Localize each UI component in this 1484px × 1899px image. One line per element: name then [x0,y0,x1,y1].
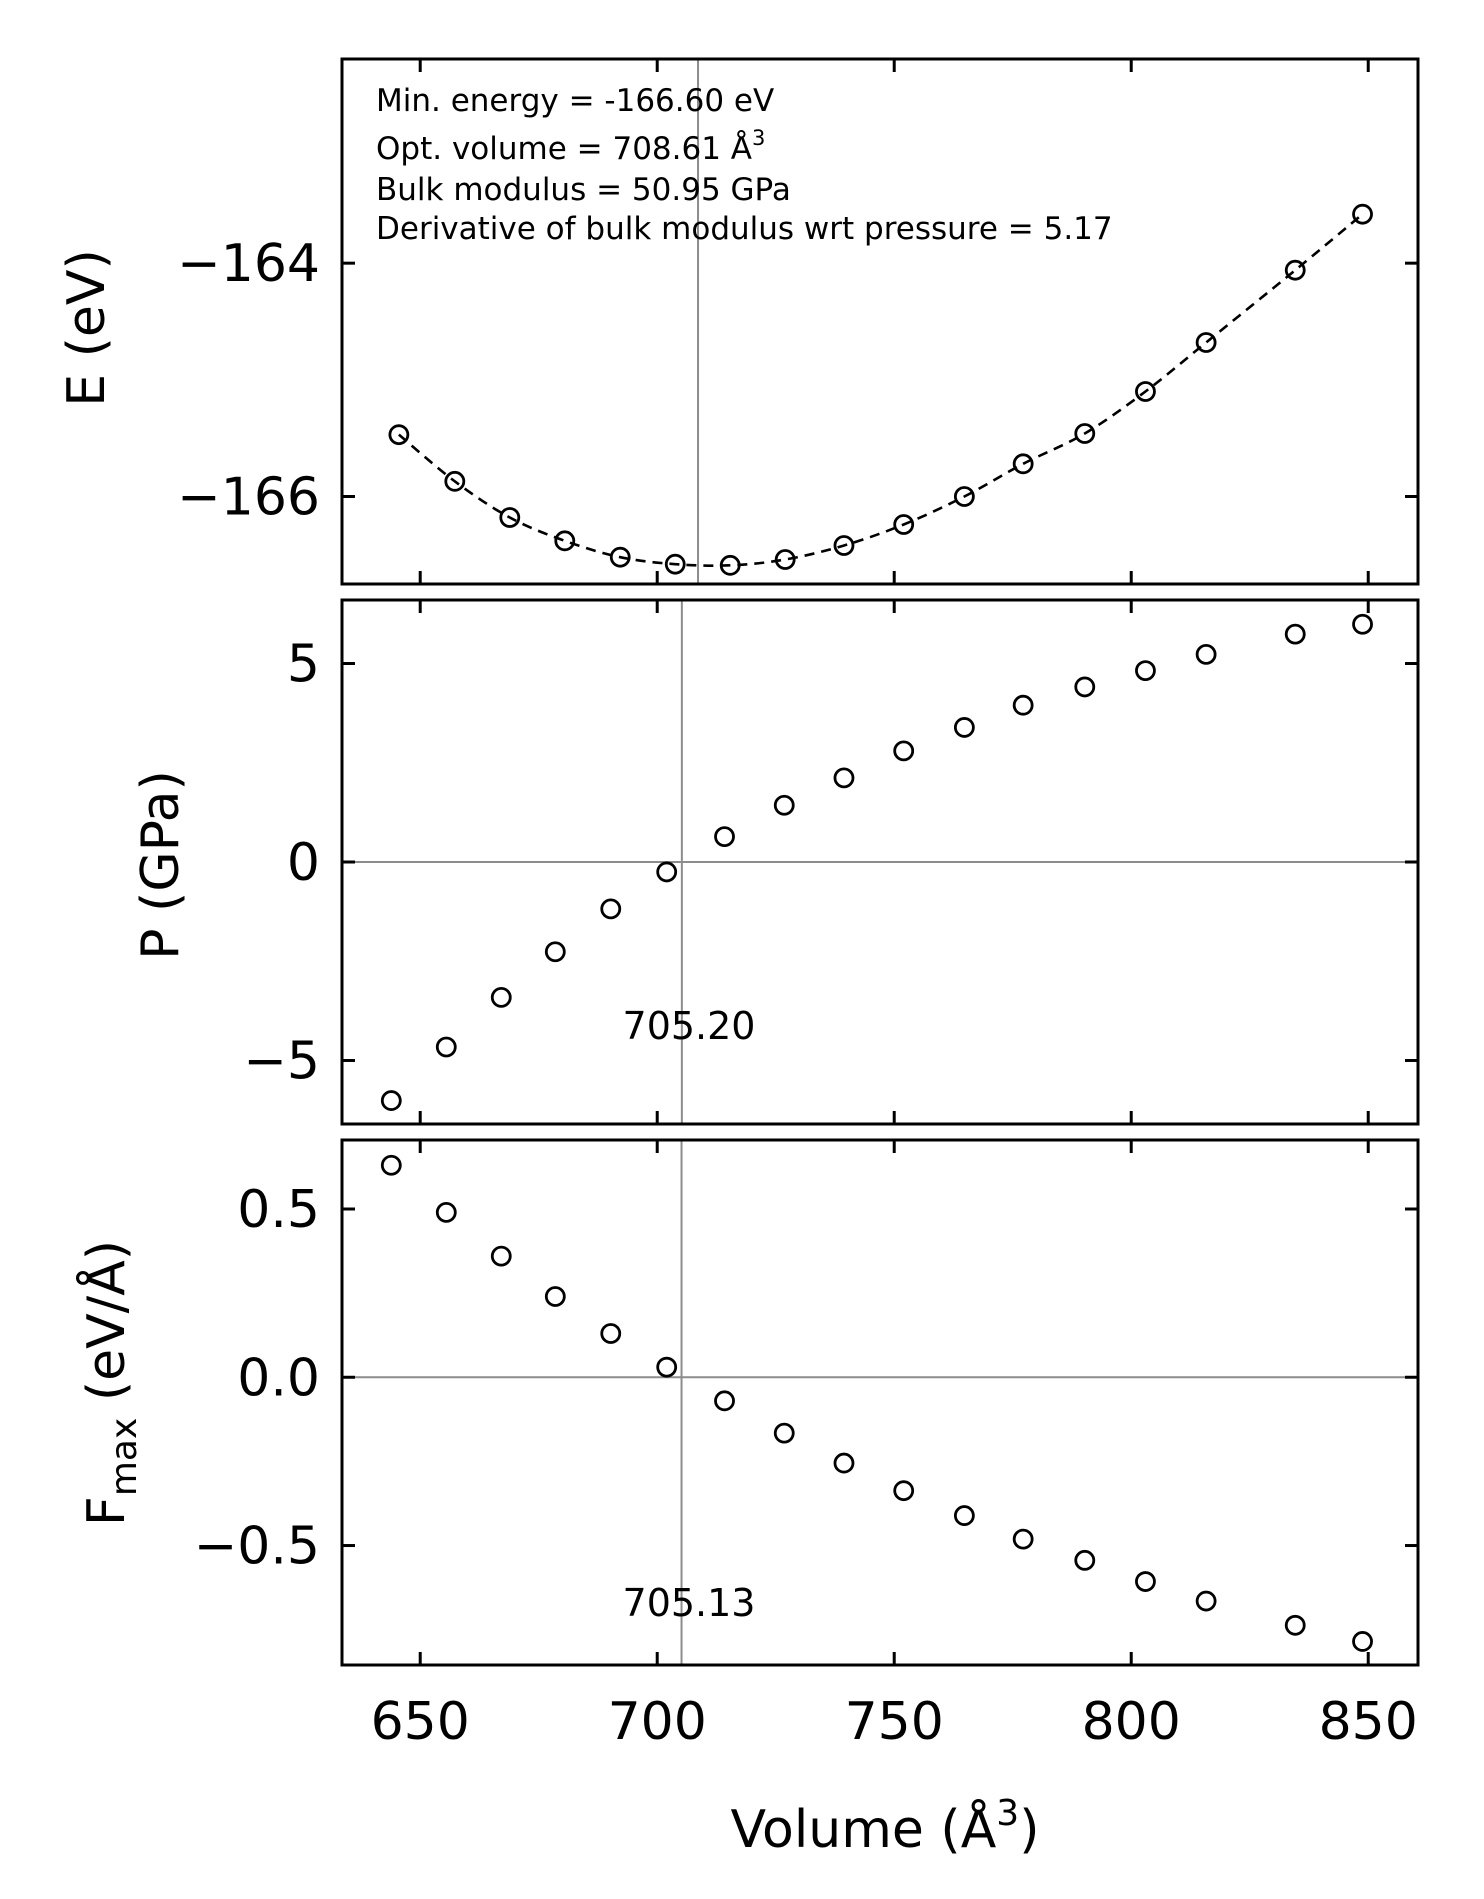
pressure-plot-frame [340,598,1420,1126]
force-ticks: 0.5 0.0 −0.5 [194,1140,1418,1665]
annotation-bulk-modulus: Bulk modulus = 50.95 GPa [376,172,791,208]
energy-y-axis-label: E (eV) [57,249,117,407]
energy-y-tick-label: −166 [177,468,320,528]
force-point [714,1390,735,1412]
x-tick-labels: 650 700 750 800 850 [371,1692,1418,1752]
energy-point [1284,259,1306,281]
pressure-point [1074,676,1096,698]
force-y-tick-label: 0.0 [237,1348,320,1408]
pressure-point [490,986,512,1008]
energy-point [444,470,466,492]
pressure-point [1195,643,1217,665]
force-point [600,1323,622,1344]
force-point [1074,1549,1096,1571]
force-point [1012,1528,1034,1550]
force-points [380,1154,1373,1652]
force-y-axis-label-unit: (eV/Å) [75,1240,137,1418]
energy-y-tick-label: −164 [177,234,320,294]
x-tick-label: 650 [371,1692,470,1752]
pressure-point [773,794,795,816]
energy-point [953,486,975,507]
energy-ticks: −164 −166 [177,59,1418,584]
pressure-crossing-label: 705.20 [623,1004,756,1048]
x-tick-label: 750 [845,1692,944,1752]
force-point [1284,1614,1306,1636]
annotation-opt-volume: Opt. volume = 708.61 Å3 [376,126,765,167]
pressure-panel: 5 0 −5 705.20 P (GPa) [131,598,1420,1126]
x-tick-label: 700 [608,1692,707,1752]
energy-points [388,203,1373,576]
force-point [656,1356,678,1378]
energy-point [554,530,576,552]
pressure-point [714,826,735,847]
force-point [544,1286,566,1307]
force-y-tick-label: 0.5 [237,1180,320,1240]
pressure-point [893,740,915,762]
energy-point [1012,453,1034,475]
force-point [1135,1571,1156,1592]
pressure-point [600,898,622,920]
energy-point [1135,381,1156,402]
force-crossing-label: 705.13 [623,1581,756,1625]
force-panel: 0.5 0.0 −0.5 705.13 Fmax (eV/Å) [75,1138,1420,1667]
x-axis-label: Volume (Å3) [731,1793,1040,1860]
pressure-point [1284,623,1306,645]
pressure-ticks: 5 0 −5 [243,600,1418,1124]
energy-point [774,549,796,570]
x-axis-label-main: Volume (Å [731,1798,997,1860]
force-point [773,1422,795,1444]
energy-fit-curve [398,213,1364,567]
energy-plot-frame [340,57,1420,586]
pressure-points [380,613,1373,1111]
energy-point [719,554,741,576]
x-tick-label: 800 [1082,1692,1181,1752]
force-point [490,1245,512,1267]
energy-point [1352,203,1373,225]
pressure-point [656,861,678,883]
force-plot-frame [340,1138,1420,1667]
pressure-point [833,767,855,789]
x-tick-label: 850 [1319,1692,1418,1752]
annotation-opt-volume-text: Opt. volume = 708.61 Å [376,131,752,167]
pressure-point [1352,613,1373,635]
force-y-axis-label-sub: max [104,1418,145,1496]
pressure-y-axis-label: P (GPa) [131,770,191,960]
pressure-y-tick-label: 5 [287,635,320,695]
annotation-bulk-derivative: Derivative of bulk modulus wrt pressure … [376,211,1113,247]
pressure-point [544,941,566,963]
force-point [1352,1631,1373,1652]
energy-point [499,507,521,528]
energy-point [664,553,686,575]
energy-point [1074,423,1096,444]
pressure-y-tick-label: −5 [243,1031,320,1091]
energy-point [833,535,855,556]
energy-panel: −164 −166 Min. energy = -166.60 eV Opt. v… [57,57,1420,586]
pressure-point [435,1036,457,1058]
energy-point [893,514,915,535]
force-point [380,1154,402,1176]
force-point [1195,1590,1217,1612]
energy-point [1195,332,1217,353]
pressure-point [953,717,975,738]
pressure-point [380,1090,402,1111]
force-y-axis-label: Fmax (eV/Å) [75,1240,145,1526]
pressure-point [1012,694,1034,716]
force-point [435,1201,457,1223]
force-point [893,1480,915,1502]
pressure-point [1135,660,1156,682]
annotation-opt-volume-sup: 3 [752,126,765,150]
x-axis-label-sup: 3 [996,1793,1019,1834]
energy-point [609,546,631,568]
force-point [833,1452,855,1474]
pressure-y-tick-label: 0 [287,833,320,893]
x-axis-label-close: ) [1019,1800,1039,1860]
force-y-tick-label: −0.5 [194,1517,320,1577]
annotation-min-energy: Min. energy = -166.60 eV [376,83,774,119]
force-y-axis-label-main: F [77,1496,137,1526]
force-point [953,1505,975,1526]
energy-point [388,424,410,446]
